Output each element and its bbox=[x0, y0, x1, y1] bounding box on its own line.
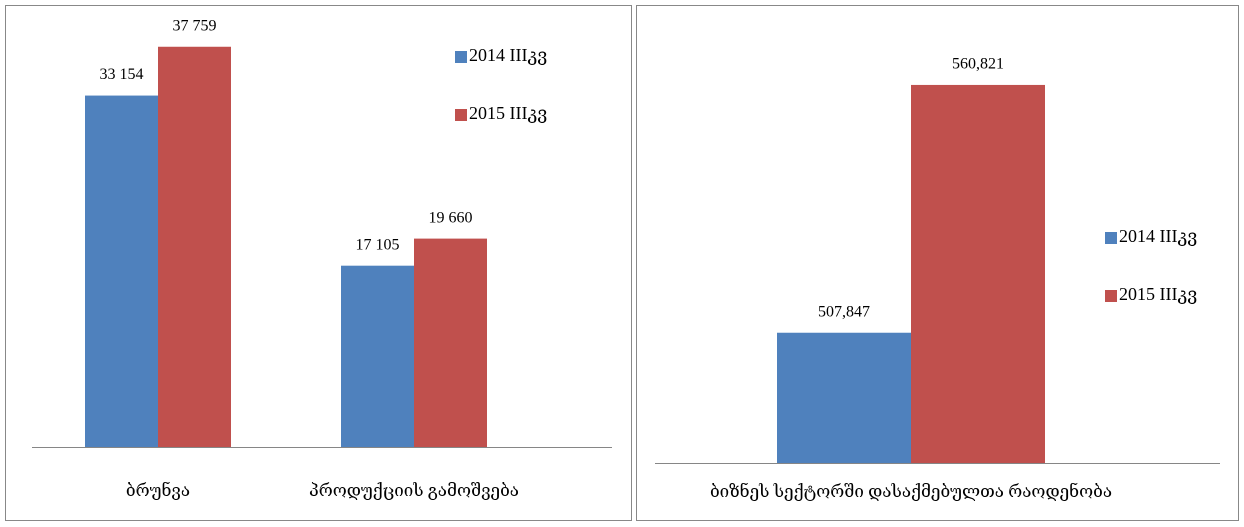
value-label: 507,847 bbox=[818, 303, 870, 320]
value-label: 33 154 bbox=[100, 66, 144, 83]
legend-label: 2015 IIIკვ bbox=[1119, 284, 1197, 304]
legend-swatch bbox=[1105, 232, 1117, 244]
value-label: 17 105 bbox=[356, 236, 400, 253]
legend-swatch bbox=[1105, 290, 1117, 302]
bar bbox=[777, 332, 911, 463]
bar bbox=[414, 238, 487, 447]
bar bbox=[85, 95, 158, 447]
bar bbox=[158, 46, 231, 447]
value-label: 37 759 bbox=[173, 17, 217, 34]
bar bbox=[911, 84, 1045, 464]
legend-swatch bbox=[455, 109, 467, 121]
legend-label: 2014 IIIკვ bbox=[1119, 226, 1197, 246]
panel-border bbox=[5, 5, 632, 521]
x-tick-label: ბრუნვა bbox=[126, 481, 190, 500]
legend-label: 2014 IIIკვ bbox=[469, 45, 547, 65]
x-tick-label: პროდუქციის გამოშვება bbox=[309, 481, 519, 500]
panel-border bbox=[636, 5, 1239, 521]
value-label: 560,821 bbox=[952, 56, 1004, 73]
legend-swatch bbox=[455, 51, 467, 63]
value-label: 19 660 bbox=[429, 209, 473, 226]
bar bbox=[341, 265, 414, 447]
legend-label: 2015 IIIკვ bbox=[469, 103, 547, 123]
x-tick-label: ბიზნეს სექტორში დასაქმებულთა რაოდენობა bbox=[710, 482, 1112, 501]
